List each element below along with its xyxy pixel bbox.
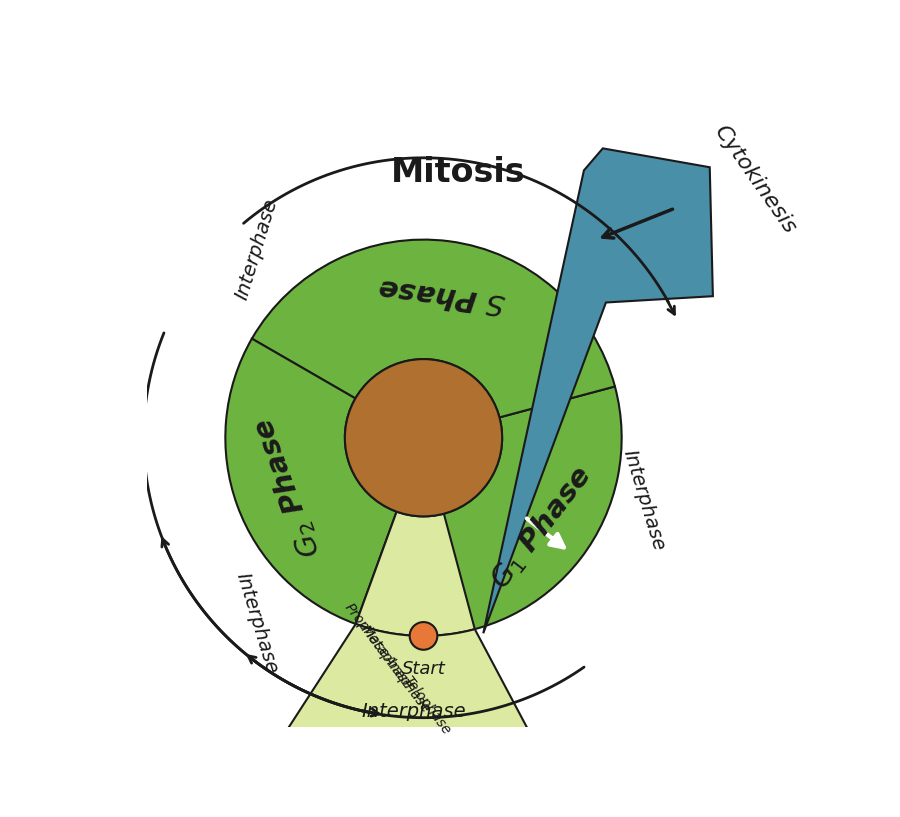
Text: Start: Start [401, 660, 446, 678]
Text: Telophase: Telophase [400, 674, 454, 738]
Text: Metaphase: Metaphase [357, 623, 415, 692]
Text: Interphase: Interphase [362, 702, 466, 721]
Text: $\mathit{G_1}$ Phase: $\mathit{G_1}$ Phase [484, 461, 598, 595]
Text: Cytokinesis: Cytokinesis [710, 122, 799, 238]
Text: Prophase: Prophase [341, 600, 392, 660]
Text: $\mathit{S}$ Phase: $\mathit{S}$ Phase [377, 272, 508, 316]
Circle shape [345, 359, 502, 516]
Circle shape [410, 622, 437, 650]
Wedge shape [225, 339, 397, 624]
Text: Anaphase: Anaphase [381, 651, 433, 714]
Wedge shape [424, 386, 622, 636]
Wedge shape [356, 511, 475, 636]
Text: Interphase: Interphase [232, 196, 281, 301]
Text: Interphase: Interphase [619, 448, 668, 553]
Polygon shape [288, 624, 534, 759]
Polygon shape [483, 149, 713, 633]
Text: Interphase: Interphase [232, 570, 281, 676]
Wedge shape [252, 239, 615, 417]
Text: $\mathit{G_2}$ Phase: $\mathit{G_2}$ Phase [248, 413, 327, 561]
Text: Mitosis: Mitosis [391, 156, 526, 189]
